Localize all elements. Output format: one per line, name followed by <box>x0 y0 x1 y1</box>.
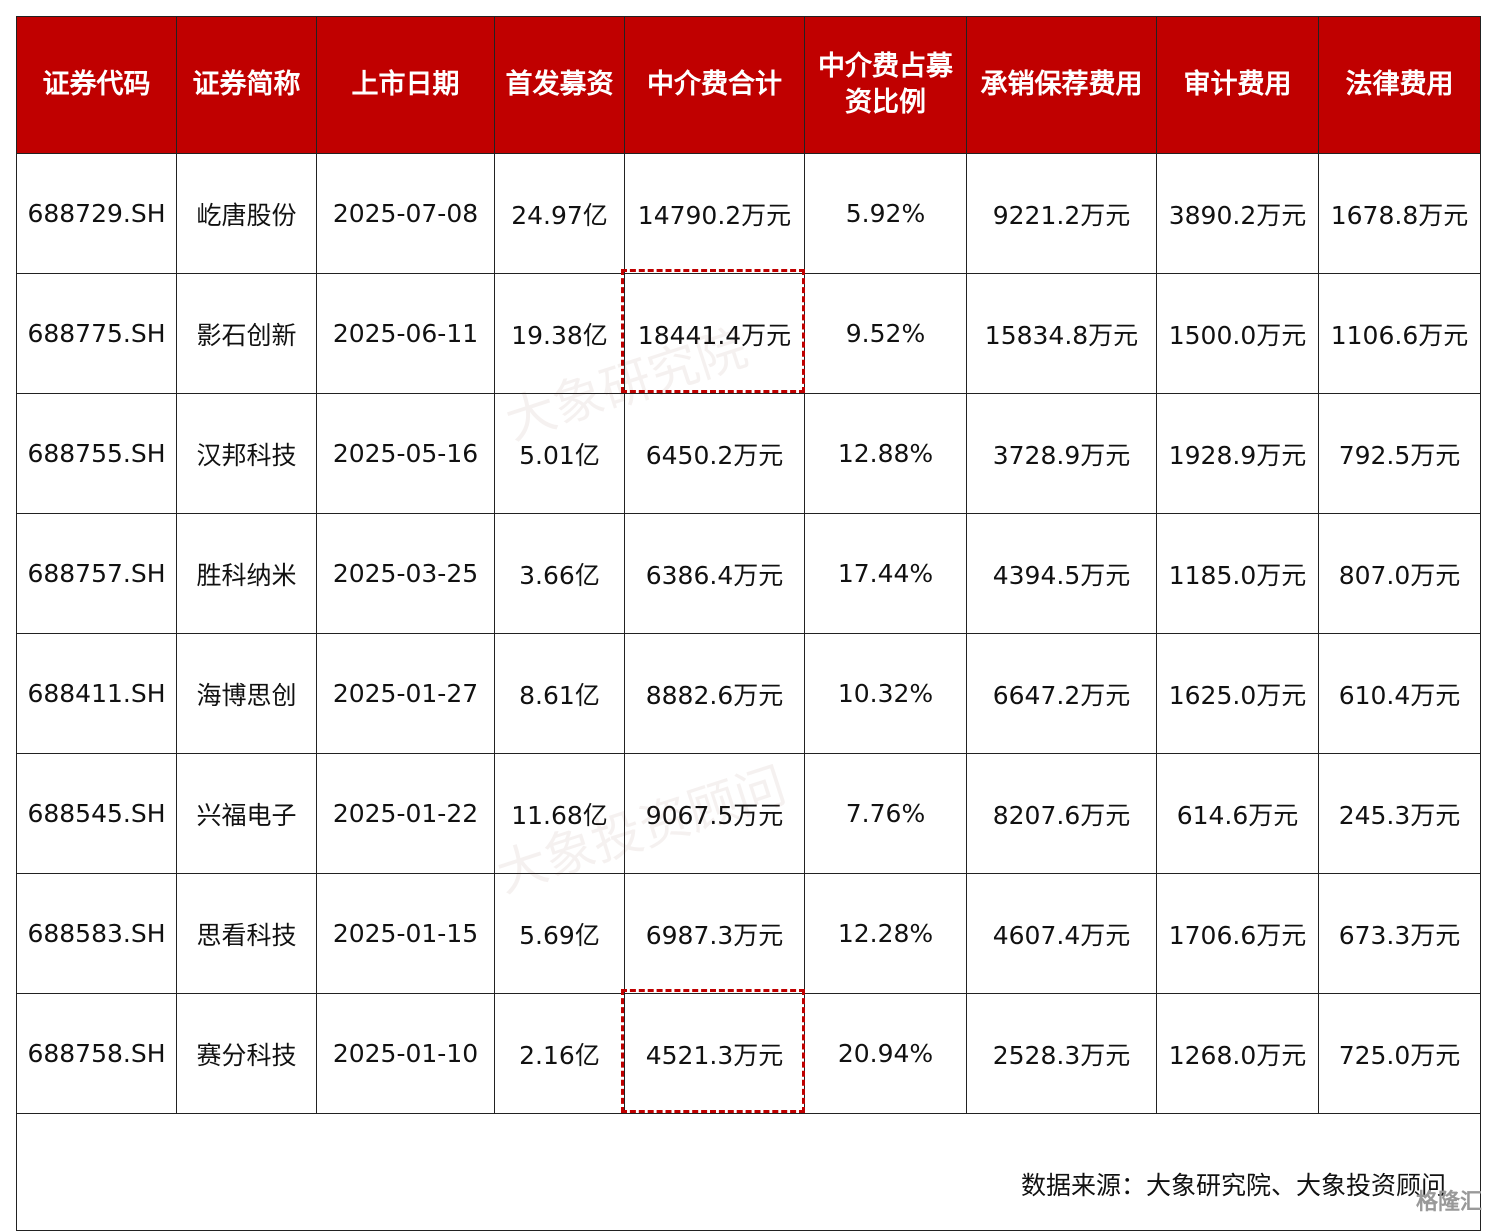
table-cell: 245.3万元 <box>1318 753 1481 874</box>
table-cell: 688775.SH <box>16 273 177 394</box>
header-cell: 审计费用 <box>1156 16 1319 154</box>
table-row: 688729.SH 屹唐股份 2025-07-08 24.97亿 14790.2万元 5.… <box>16 153 1481 274</box>
table-row: 688545.SH 兴福电子 2025-01-22 11.68亿 9067.5万元 7.7… <box>16 753 1481 874</box>
table-cell: 688583.SH <box>16 873 177 994</box>
table-cell: 807.0万元 <box>1318 513 1481 634</box>
table-row: 688758.SH 赛分科技 2025-01-10 2.16亿 4521.3万元 20.9… <box>16 993 1481 1114</box>
header-cell: 首发募资 <box>494 16 625 154</box>
table-cell: 8882.6万元 <box>624 633 805 754</box>
table-cell: 9221.2万元 <box>966 153 1157 274</box>
table-cell: 14790.2万元 <box>624 153 805 274</box>
table-cell: 1625.0万元 <box>1156 633 1319 754</box>
table-cell: 610.4万元 <box>1318 633 1481 754</box>
table-cell: 2025-01-22 <box>316 753 495 874</box>
table-cell: 17.44% <box>804 513 967 634</box>
table-cell: 1500.0万元 <box>1156 273 1319 394</box>
table-cell: 2025-05-16 <box>316 393 495 514</box>
table-cell: 673.3万元 <box>1318 873 1481 994</box>
table-cell: 688411.SH <box>16 633 177 754</box>
table-cell: 影石创新 <box>176 273 317 394</box>
table-cell: 6386.4万元 <box>624 513 805 634</box>
table-cell: 胜科纳米 <box>176 513 317 634</box>
table-cell: 688757.SH <box>16 513 177 634</box>
table-row: 688755.SH 汉邦科技 2025-05-16 5.01亿 6450.2万元 12.8… <box>16 393 1481 514</box>
table-cell: 614.6万元 <box>1156 753 1319 874</box>
table-cell: 4394.5万元 <box>966 513 1157 634</box>
table-cell: 8.61亿 <box>494 633 625 754</box>
table-cell: 9.52% <box>804 273 967 394</box>
table-cell: 688729.SH <box>16 153 177 274</box>
table-cell: 兴福电子 <box>176 753 317 874</box>
table-cell: 4607.4万元 <box>966 873 1157 994</box>
table-cell: 2.16亿 <box>494 993 625 1114</box>
table-cell: 3.66亿 <box>494 513 625 634</box>
table-cell: 5.01亿 <box>494 393 625 514</box>
header-cell: 中介费合计 <box>624 16 805 154</box>
table-cell: 15834.8万元 <box>966 273 1157 394</box>
table-cell: 12.88% <box>804 393 967 514</box>
table-cell: 1185.0万元 <box>1156 513 1319 634</box>
table-cell: 24.97亿 <box>494 153 625 274</box>
header-cell: 上市日期 <box>316 16 495 154</box>
table-cell: 12.28% <box>804 873 967 994</box>
footer-row: 数据来源：大象研究院、大象投资顾问 <box>16 1113 1481 1231</box>
table-cell: 2025-06-11 <box>316 273 495 394</box>
header-cell: 承销保荐费用 <box>966 16 1157 154</box>
table-cell: 20.94% <box>804 993 967 1114</box>
header-cell: 证券代码 <box>16 16 177 154</box>
source-note: 数据来源：大象研究院、大象投资顾问 <box>16 1113 1481 1231</box>
header-row: 证券代码 证券简称 上市日期 首发募资 中介费合计 中介费占募资比例 承销保荐费用 审计费用法… <box>16 16 1481 154</box>
table-cell: 2528.3万元 <box>966 993 1157 1114</box>
table-cell: 688545.SH <box>16 753 177 874</box>
table-cell: 1106.6万元 <box>1318 273 1481 394</box>
table-cell: 1678.8万元 <box>1318 153 1481 274</box>
header-cell: 中介费占募资比例 <box>804 16 967 154</box>
table-cell: 3728.9万元 <box>966 393 1157 514</box>
table-cell: 6450.2万元 <box>624 393 805 514</box>
table-cell: 7.76% <box>804 753 967 874</box>
table-cell: 10.32% <box>804 633 967 754</box>
table-cell: 688755.SH <box>16 393 177 514</box>
table-cell: 2025-01-15 <box>316 873 495 994</box>
logo: 格隆汇 <box>1415 1190 1482 1215</box>
table-cell: 1928.9万元 <box>1156 393 1319 514</box>
table-cell: 725.0万元 <box>1318 993 1481 1114</box>
table-cell: 2025-03-25 <box>316 513 495 634</box>
table-body: 688729.SH 屹唐股份 2025-07-08 24.97亿 14790.2万元 5.… <box>16 153 1481 1231</box>
table-cell: 792.5万元 <box>1318 393 1481 514</box>
table-cell: 11.68亿 <box>494 753 625 874</box>
table-cell: 18441.4万元 <box>624 273 805 394</box>
table-cell: 汉邦科技 <box>176 393 317 514</box>
table-cell: 3890.2万元 <box>1156 153 1319 274</box>
table-cell: 2025-01-27 <box>316 633 495 754</box>
header-cell: 法律费用 <box>1318 16 1481 154</box>
table-cell: 6647.2万元 <box>966 633 1157 754</box>
table-cell: 6987.3万元 <box>624 873 805 994</box>
table-cell: 屹唐股份 <box>176 153 317 274</box>
table-cell: 1268.0万元 <box>1156 993 1319 1114</box>
table-cell: 8207.6万元 <box>966 753 1157 874</box>
header-cell: 证券简称 <box>176 16 317 154</box>
table-cell: 思看科技 <box>176 873 317 994</box>
table-cell: 1706.6万元 <box>1156 873 1319 994</box>
table-row: 688583.SH 思看科技 2025-01-15 5.69亿 6987.3万元 12.2… <box>16 873 1481 994</box>
table-cell: 5.92% <box>804 153 967 274</box>
table-cell: 赛分科技 <box>176 993 317 1114</box>
table-cell: 2025-07-08 <box>316 153 495 274</box>
table-wrap: 证券代码 证券简称 上市日期 首发募资 中介费合计 中介费占募资比例 承销保荐费用 审计费用法… <box>16 16 1481 1231</box>
table-row: 688757.SH 胜科纳米 2025-03-25 3.66亿 6386.4万元 17.4… <box>16 513 1481 634</box>
table-row: 688411.SH 海博思创 2025-01-27 8.61亿 8882.6万元 10.3… <box>16 633 1481 754</box>
table-cell: 5.69亿 <box>494 873 625 994</box>
table-cell: 海博思创 <box>176 633 317 754</box>
data-table: 证券代码 证券简称 上市日期 首发募资 中介费合计 中介费占募资比例 承销保荐费用 审计费用法… <box>16 16 1481 1231</box>
table-cell: 688758.SH <box>16 993 177 1114</box>
table-cell: 4521.3万元 <box>624 993 805 1114</box>
table-cell: 2025-01-10 <box>316 993 495 1114</box>
